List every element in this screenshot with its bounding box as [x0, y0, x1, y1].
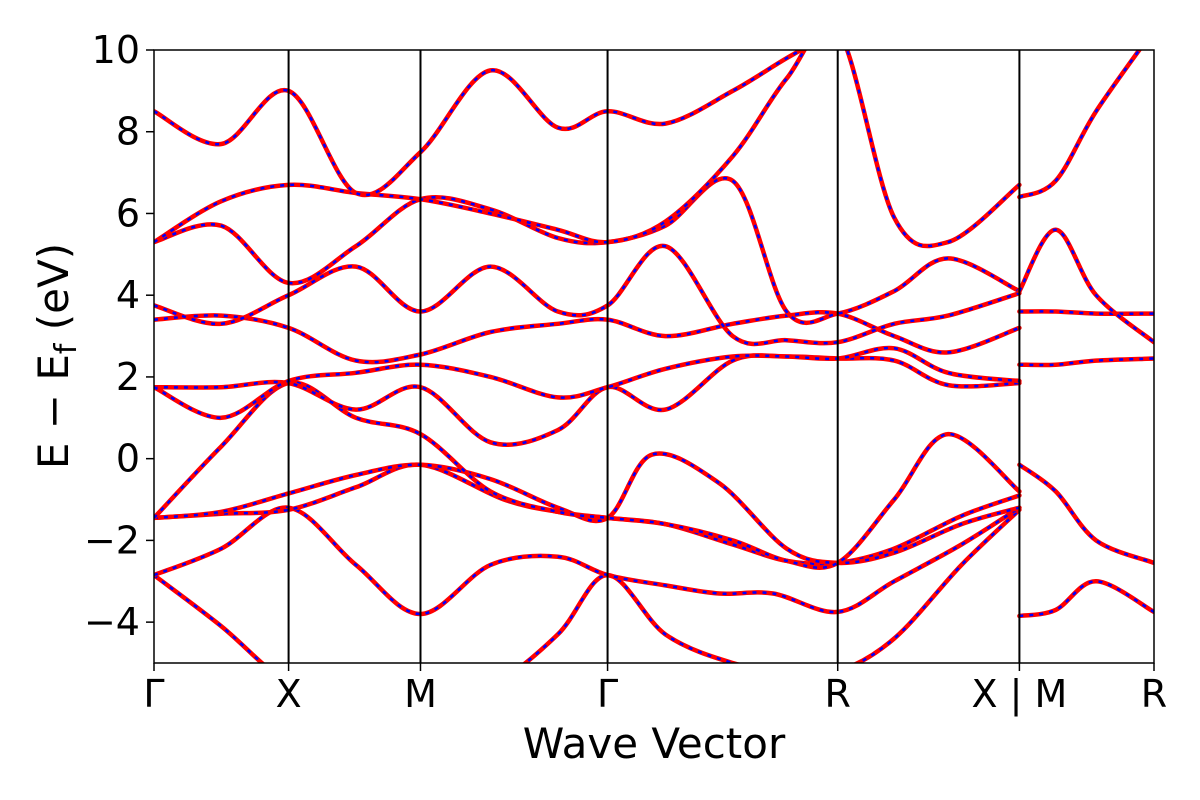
- band-line-dashed-16: [1018, 228, 1154, 344]
- x-axis-label: Wave Vector: [523, 719, 786, 768]
- y-axis-label-main: E − E: [29, 354, 78, 469]
- x-tick-label-4: R: [825, 672, 851, 716]
- x-tick-label-5: X | M: [972, 672, 1068, 717]
- band-line-12: [1017, 579, 1154, 619]
- band-line-dashed-8: [154, 244, 1020, 346]
- band-line-dashed-17: [1018, 50, 1141, 199]
- plot-frame: [153, 49, 1155, 664]
- band-line-10: [154, 50, 1022, 249]
- y-tick-label-3: 2: [116, 355, 140, 399]
- y-axis-label-unit: (eV): [29, 243, 78, 344]
- band-line-dashed-13: [1018, 463, 1154, 565]
- y-axis: −4 −2 0 2 4 6 8 10: [84, 28, 154, 644]
- x-tick-label-2: M: [404, 672, 437, 716]
- y-axis-label: E − Ef (eV): [29, 243, 84, 469]
- y-tick-label-7: 10: [92, 28, 140, 72]
- y-tick-label-2: 0: [116, 437, 140, 481]
- y-tick-label-5: 6: [116, 191, 140, 235]
- y-axis-label-subscript: f: [49, 342, 84, 354]
- band-line-dashed-4: [154, 381, 1021, 569]
- x-tick-label-6: R: [1141, 672, 1167, 716]
- y-tick-label-6: 8: [116, 110, 140, 154]
- x-tick-label-0: Γ: [143, 672, 164, 716]
- band-line-dashed-5: [154, 354, 1020, 446]
- x-axis: Γ X M Γ R X | M R: [143, 663, 1167, 717]
- band-line-14: [1017, 356, 1154, 368]
- y-tick-label-1: −2: [84, 518, 140, 562]
- x-tick-label-3: Γ: [597, 672, 618, 716]
- x-tick-label-1: X: [276, 672, 302, 716]
- band-line-6: [154, 345, 1022, 421]
- plot-background: [154, 50, 1154, 663]
- band-line-15: [1017, 309, 1154, 316]
- y-tick-label-0: −4: [84, 600, 140, 644]
- bands-layer: [154, 50, 1154, 663]
- band-line-dashed-1: [154, 506, 1021, 616]
- kpoint-lines: [287, 50, 1021, 663]
- band-line-dashed-11: [154, 50, 804, 197]
- y-tick-label-4: 4: [116, 273, 140, 317]
